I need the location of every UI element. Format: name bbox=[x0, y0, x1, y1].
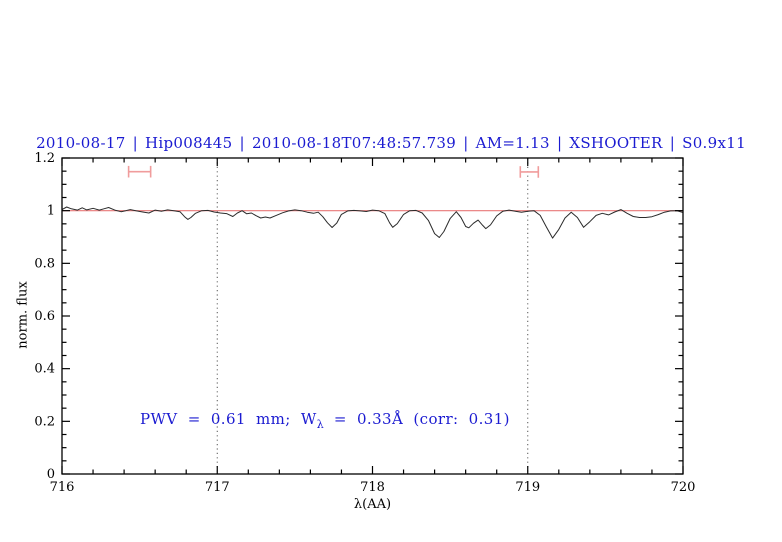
y-axis-label: norm. flux bbox=[15, 281, 31, 349]
range-marker bbox=[519, 166, 540, 178]
y-tick-label: 0.6 bbox=[34, 309, 55, 324]
y-tick-label: 0 bbox=[47, 467, 55, 482]
x-tick-label: 719 bbox=[515, 480, 540, 495]
pwv-annotation-prefix: PWV = 0.61 mm; W bbox=[140, 410, 317, 428]
spectrum-series bbox=[61, 206, 684, 239]
range-marker bbox=[127, 165, 152, 178]
y-tick-labels: 0 0.2 0.4 0.6 0.8 1 1.2 bbox=[34, 151, 55, 482]
y-tick-label: 0.4 bbox=[34, 362, 55, 377]
x-axis-label: λ(AA) bbox=[353, 497, 392, 512]
y-tick-label: 0.2 bbox=[34, 414, 55, 429]
spectrum-trace bbox=[61, 206, 684, 239]
y-tick-label: 0.8 bbox=[34, 256, 55, 271]
x-tick-label: 716 bbox=[50, 480, 75, 495]
y-tick-label: 1 bbox=[47, 204, 55, 219]
pwv-annotation: PWV = 0.61 mm; Wλ = 0.33Å (corr: 0.31) bbox=[140, 410, 510, 431]
x-tick-label: 718 bbox=[360, 480, 385, 495]
x-tick-label: 717 bbox=[205, 480, 230, 495]
y-tick-label: 1.2 bbox=[34, 151, 55, 166]
pwv-annotation-suffix: = 0.33Å (corr: 0.31) bbox=[323, 410, 510, 428]
pwv-annotation-lambda-subscript: λ bbox=[316, 418, 324, 431]
x-tick-labels: 716 717 718 719 720 bbox=[50, 480, 696, 495]
x-tick-label: 720 bbox=[671, 480, 696, 495]
range-markers bbox=[127, 165, 540, 178]
axis-ticks bbox=[61, 157, 684, 475]
plot-title: 2010-08-17 | Hip008445 | 2010-08-18T07:4… bbox=[36, 134, 746, 152]
